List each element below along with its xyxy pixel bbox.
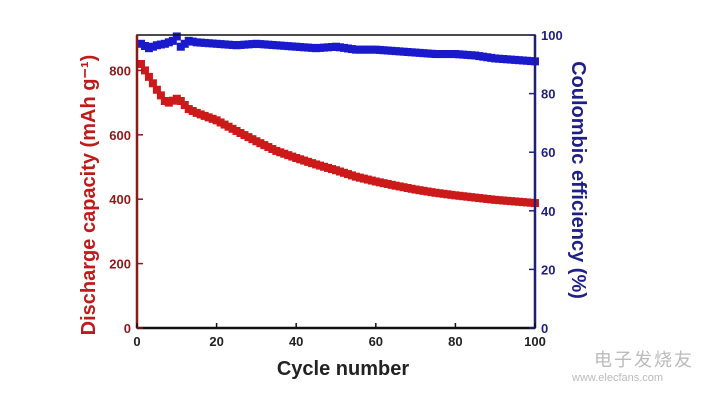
y-right-tick-label: 100 bbox=[541, 28, 563, 43]
y-left-tick-label: 600 bbox=[109, 128, 131, 143]
y-right-tick-label: 20 bbox=[541, 262, 555, 277]
data-point bbox=[144, 72, 153, 81]
y-left-tick-label: 200 bbox=[109, 257, 131, 272]
data-point bbox=[168, 36, 177, 45]
y-right-tick-label: 40 bbox=[541, 204, 555, 219]
data-point bbox=[152, 85, 161, 94]
series-discharge-capacity bbox=[136, 59, 539, 208]
y-left-tick-label: 400 bbox=[109, 192, 131, 207]
watermark-logo: 电子发烧友 www.elecfans.com bbox=[572, 346, 694, 384]
data-point-interp bbox=[140, 66, 149, 75]
y-left-tick-label: 800 bbox=[109, 63, 131, 78]
data-point bbox=[136, 59, 145, 68]
data-point-interp bbox=[180, 101, 189, 110]
y-axis-right-label: Coulombic efficiency (%) bbox=[567, 61, 589, 299]
y-axis-left-label: Discharge capacity (mAh g⁻¹) bbox=[78, 55, 100, 336]
data-point-interp bbox=[148, 79, 157, 88]
series-coulombic-efficiency bbox=[136, 32, 539, 66]
data-point-interp bbox=[156, 91, 165, 100]
y-right-tick-label: 60 bbox=[541, 145, 555, 160]
x-tick-label: 100 bbox=[524, 334, 546, 349]
x-tick-label: 60 bbox=[369, 334, 383, 349]
x-tick-label: 40 bbox=[289, 334, 303, 349]
watermark-cn: 电子发烧友 bbox=[594, 350, 694, 370]
data-point bbox=[176, 97, 185, 106]
y-right-tick-label: 0 bbox=[541, 321, 548, 336]
data-point bbox=[172, 32, 181, 41]
x-axis-label: Cycle number bbox=[277, 358, 409, 380]
x-tick-label: 80 bbox=[448, 334, 462, 349]
x-tick-label: 0 bbox=[133, 334, 140, 349]
watermark-url: www.elecfans.com bbox=[572, 372, 664, 384]
y-right-tick-label: 80 bbox=[541, 87, 555, 102]
y-left-tick-label: 0 bbox=[124, 321, 131, 336]
x-tick-label: 20 bbox=[209, 334, 223, 349]
plot-frame bbox=[136, 34, 536, 329]
